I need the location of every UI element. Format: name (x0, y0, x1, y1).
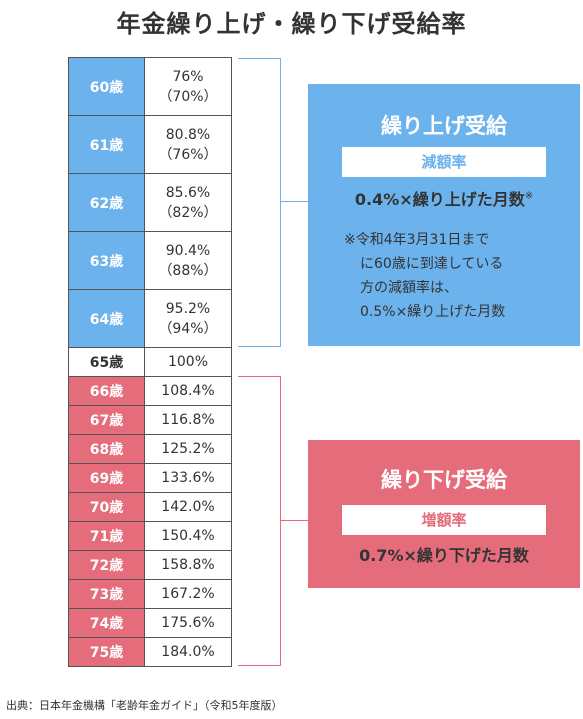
rate-value: 133.6% (161, 470, 215, 486)
rate-value: 108.4% (161, 383, 215, 399)
table-row: 73歳 167.2% (68, 579, 232, 609)
age-cell: 69歳 (68, 463, 145, 493)
rate-cell: 100% (144, 347, 232, 377)
rate-cell: 158.8% (144, 550, 232, 580)
rate-cell: 167.2% (144, 579, 232, 609)
age-cell: 62歳 (68, 173, 145, 232)
rate-cell: 76% （70%） (144, 57, 232, 116)
age-cell: 71歳 (68, 521, 145, 551)
rate-value: 184.0% (161, 644, 215, 660)
note-line: に60歳に到達している (360, 256, 504, 272)
rate-cell: 150.4% (144, 521, 232, 551)
table-row: 62歳 85.6% （82%） (68, 173, 232, 232)
age-cell: 74歳 (68, 608, 145, 638)
table-row: 63歳 90.4% （88%） (68, 231, 232, 290)
previous-rate-value: （76%） (158, 146, 218, 163)
age-cell: 73歳 (68, 579, 145, 609)
age-cell: 70歳 (68, 492, 145, 522)
table-row: 65歳 100% (68, 347, 232, 377)
table-row: 66歳 108.4% (68, 376, 232, 406)
late-claim-box: 繰り下げ受給 増額率 0.7%×繰り下げた月数 (308, 440, 580, 588)
rate-value: 100% (167, 354, 209, 370)
rate-cell: 133.6% (144, 463, 232, 493)
note-line: ※令和4年3月31日まで (344, 232, 490, 248)
age-cell: 65歳 (68, 347, 145, 377)
age-cell: 68歳 (68, 434, 145, 464)
rate-value: 80.8% (165, 126, 211, 143)
rate-cell: 184.0% (144, 637, 232, 667)
age-cell: 64歳 (68, 289, 145, 348)
rate-cell: 95.2% （94%） (144, 289, 232, 348)
table-row: 64歳 95.2% （94%） (68, 289, 232, 348)
rate-value: 95.2% (165, 300, 211, 317)
rate-value: 90.4% (165, 242, 211, 259)
rate-cell: 108.4% (144, 376, 232, 406)
rate-value: 125.2% (161, 441, 215, 457)
age-cell: 66歳 (68, 376, 145, 406)
rate-cell: 90.4% （88%） (144, 231, 232, 290)
table-row: 74歳 175.6% (68, 608, 232, 638)
age-cell: 67歳 (68, 405, 145, 435)
source-note: 出典：日本年金機構「老齢年金ガイド」（令和5年度版） (6, 699, 283, 712)
age-cell: 72歳 (68, 550, 145, 580)
late-bracket (238, 376, 281, 666)
age-cell: 63歳 (68, 231, 145, 290)
late-claim-title: 繰り下げ受給 (381, 468, 507, 492)
rate-value: 76% (172, 68, 204, 85)
age-cell: 61歳 (68, 115, 145, 174)
table-row: 67歳 116.8% (68, 405, 232, 435)
rate-cell: 142.0% (144, 492, 232, 522)
increase-rate-label: 増額率 (342, 505, 546, 535)
previous-rate-value: （82%） (158, 204, 218, 221)
table-row: 69歳 133.6% (68, 463, 232, 493)
rate-value: 167.2% (161, 586, 215, 602)
table-row: 68歳 125.2% (68, 434, 232, 464)
age-cell: 75歳 (68, 637, 145, 667)
rate-table: 60歳 76% （70%） 61歳 80.8% （76%） 62歳 85.6% （82%） 63歳… (68, 57, 232, 667)
page-title: 年金繰り上げ・繰り下げ受給率 (116, 10, 467, 38)
table-row: 71歳 150.4% (68, 521, 232, 551)
early-formula-text: 0.4%×繰り上げた月数 (354, 190, 525, 209)
table-row: 61歳 80.8% （76%） (68, 115, 232, 174)
rate-value: 142.0% (161, 499, 215, 515)
table-row: 60歳 76% （70%） (68, 57, 232, 116)
previous-rate-value: （94%） (158, 320, 218, 337)
rate-value: 150.4% (161, 528, 215, 544)
rate-cell: 116.8% (144, 405, 232, 435)
rate-cell: 125.2% (144, 434, 232, 464)
rate-cell: 80.8% （76%） (144, 115, 232, 174)
age-cell: 60歳 (68, 57, 145, 116)
previous-rate-value: （88%） (158, 262, 218, 279)
early-formula-note-mark: ※ (524, 190, 534, 202)
early-claim-box: 繰り上げ受給 減額率 0.4%×繰り上げた月数※ ※令和4年3月31日まで に6… (308, 84, 580, 346)
early-note: ※令和4年3月31日まで に60歳に到達している 方の減額率は、 0.5%×繰り… (344, 228, 574, 324)
early-bracket (238, 58, 281, 347)
early-formula: 0.4%×繰り上げた月数※ (308, 186, 580, 210)
note-line: 0.5%×繰り上げた月数 (360, 304, 506, 320)
rate-value: 158.8% (161, 557, 215, 573)
previous-rate-value: （70%） (158, 88, 218, 105)
early-bracket-connector (280, 201, 308, 202)
rate-cell: 85.6% （82%） (144, 173, 232, 232)
table-row: 72歳 158.8% (68, 550, 232, 580)
reduction-rate-label: 減額率 (342, 147, 546, 177)
table-row: 75歳 184.0% (68, 637, 232, 667)
late-formula: 0.7%×繰り下げた月数 (359, 546, 529, 565)
rate-value: 85.6% (165, 184, 211, 201)
late-bracket-connector (280, 520, 308, 521)
early-claim-title: 繰り上げ受給 (381, 114, 507, 138)
rate-value: 116.8% (161, 412, 215, 428)
table-row: 70歳 142.0% (68, 492, 232, 522)
rate-cell: 175.6% (144, 608, 232, 638)
note-line: 方の減額率は、 (360, 280, 458, 296)
rate-value: 175.6% (161, 615, 215, 631)
